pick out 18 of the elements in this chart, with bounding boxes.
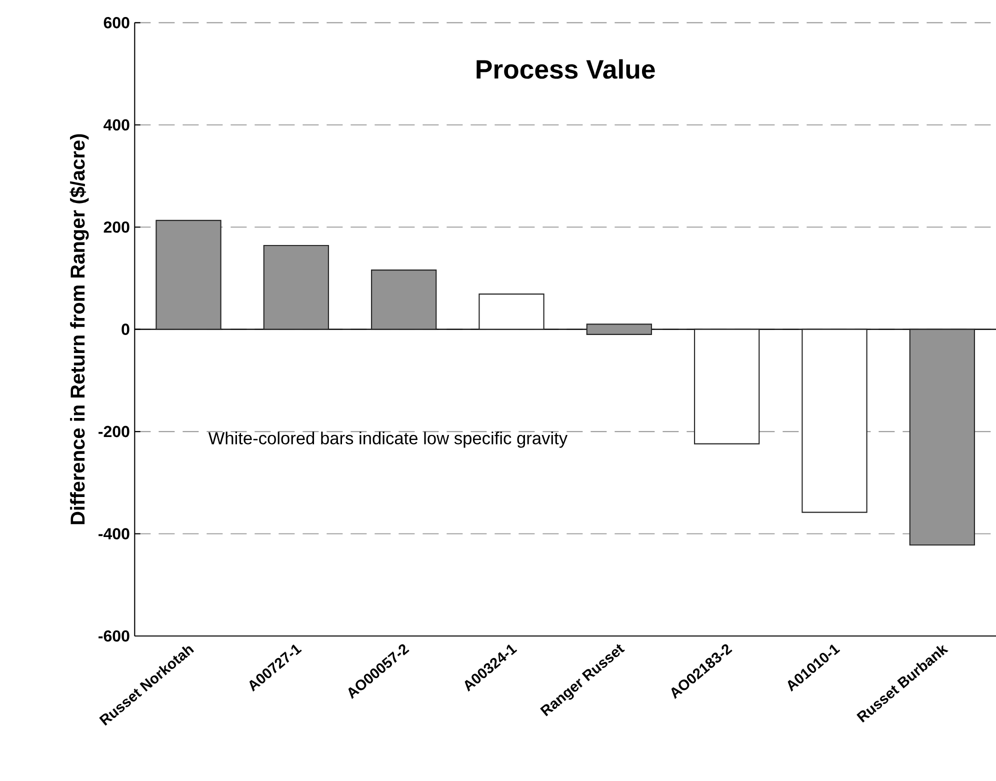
y-tick-label: -400 [98,528,130,540]
bar [263,244,329,330]
text: Process Value [476,59,655,79]
bar [694,328,760,444]
bar [909,328,976,546]
bar [478,293,544,330]
y-axis-title: Difference in Return from Ranger ($/acre) [70,134,89,524]
y-tick-label: 200 [104,221,130,233]
y-tick-label: 600 [104,16,130,28]
bar [371,269,437,330]
y-tick-label: 0 [122,324,130,335]
bar [156,220,222,330]
y-tick-label: -600 [98,630,130,642]
y-tick-label: -200 [98,426,130,438]
bar [802,328,868,513]
annotation: White-colored bars indicate low specific gravity [208,431,568,448]
bar [586,324,652,335]
y-tick-label: 400 [104,119,130,130]
